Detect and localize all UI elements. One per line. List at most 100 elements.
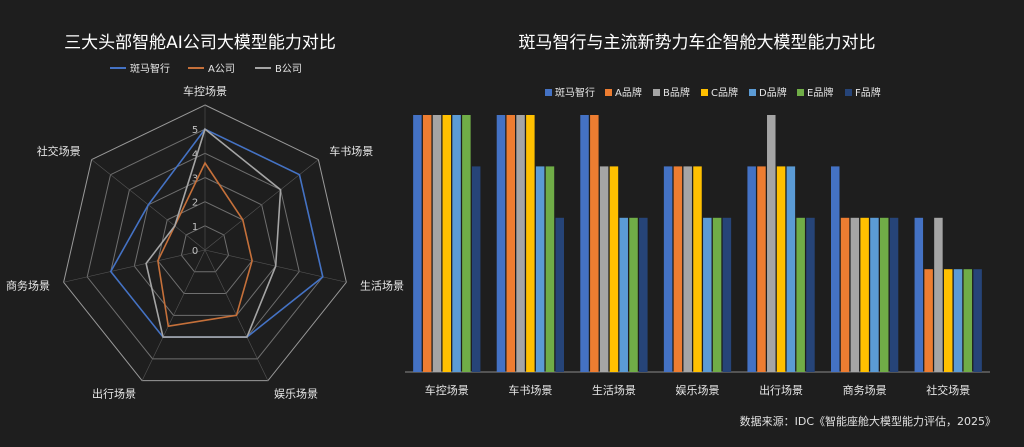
bar-C品牌-车控场景 [442, 115, 452, 372]
bar-E品牌-车控场景 [462, 115, 471, 372]
bar-category-label: 出行场景 [759, 383, 803, 397]
radar-tick-label: 0 [192, 246, 198, 257]
bar-F品牌-商务场景 [889, 217, 899, 372]
bar-legend-swatch [749, 89, 756, 96]
bar-legend-label: D品牌 [759, 86, 787, 99]
bar-E品牌-生活场景 [629, 217, 638, 372]
radar-grid-ring [63, 104, 347, 382]
bar-C品牌-出行场景 [776, 166, 786, 372]
bar-legend-label: B品牌 [663, 86, 690, 99]
bar-F品牌-娱乐场景 [722, 217, 732, 372]
radar-spoke [63, 249, 206, 283]
radar-axis-label: 社交场景 [37, 144, 81, 158]
bar-斑马智行-车书场景 [496, 115, 506, 372]
radar-series-斑马智行 [109, 128, 324, 338]
bar-category-label: 社交场景 [926, 383, 970, 397]
bar-斑马智行-出行场景 [747, 166, 756, 372]
bar-chart-title: 斑马智行与主流新势力车企智舱大模型能力对比 [518, 33, 876, 53]
radar-axis-label: 生活场景 [360, 278, 404, 292]
bar-A品牌-社交场景 [924, 269, 933, 372]
bar-斑马智行-社交场景 [914, 217, 924, 372]
bar-A品牌-车书场景 [506, 115, 516, 372]
bar-A品牌-出行场景 [757, 166, 766, 372]
bar-category-label: 娱乐场景 [676, 383, 720, 397]
bar-B品牌-商务场景 [850, 217, 860, 372]
bar-legend-label: E品牌 [807, 86, 833, 99]
bar-D品牌-车控场景 [452, 115, 461, 372]
radar-tick-label: 4 [192, 149, 198, 160]
radar-spoke [204, 159, 319, 251]
bar-A品牌-生活场景 [590, 115, 599, 372]
bar-B品牌-出行场景 [767, 115, 776, 372]
bar-斑马智行-车控场景 [413, 115, 422, 372]
bar-B品牌-社交场景 [934, 217, 943, 372]
radar-legend-label: B公司 [275, 64, 302, 75]
bar-legend-label: 斑马智行 [555, 86, 595, 99]
bar-D品牌-娱乐场景 [703, 217, 712, 372]
radar-grid-ring [133, 176, 277, 316]
radar-legend-label: 斑马智行 [130, 62, 170, 75]
bar-A品牌-商务场景 [840, 217, 850, 372]
radar-tick-label: 1 [192, 222, 198, 233]
bar-E品牌-娱乐场景 [712, 217, 722, 372]
bar-斑马智行-生活场景 [580, 115, 589, 372]
bar-legend-swatch [797, 89, 804, 96]
radar-chart-title: 三大头部智舱AI公司大模型能力对比 [64, 33, 336, 53]
bar-category-label: 车控场景 [425, 383, 469, 397]
bar-A品牌-娱乐场景 [673, 166, 683, 372]
bar-C品牌-社交场景 [943, 269, 953, 372]
bar-D品牌-生活场景 [619, 217, 628, 372]
radar-axis-label: 出行场景 [92, 386, 136, 400]
radar-axis-label: 娱乐场景 [274, 386, 318, 400]
bar-F品牌-生活场景 [639, 217, 648, 372]
bar-D品牌-社交场景 [953, 269, 963, 372]
bar-斑马智行-娱乐场景 [663, 166, 673, 372]
bar-legend-swatch [605, 89, 612, 96]
radar-axis-label: 车书场景 [329, 144, 373, 158]
bar-category-label: 生活场景 [592, 383, 636, 397]
source-note: 数据来源：IDC《智能座舱大模型能力评估，2025》 [739, 415, 996, 428]
bar-E品牌-出行场景 [796, 217, 805, 372]
bar-F品牌-车书场景 [555, 217, 565, 372]
bar-legend-label: F品牌 [855, 86, 881, 99]
bar-B品牌-车控场景 [432, 115, 442, 372]
radar-legend-label: A公司 [208, 64, 235, 75]
bar-F品牌-社交场景 [973, 269, 982, 372]
bar-C品牌-车书场景 [526, 115, 535, 372]
bar-legend-swatch [653, 89, 660, 96]
bar-F品牌-出行场景 [806, 217, 815, 372]
bar-斑马智行-商务场景 [830, 166, 840, 372]
radar-series-B公司 [145, 127, 282, 338]
bar-legend-label: A品牌 [615, 86, 642, 99]
bar-D品牌-商务场景 [870, 217, 879, 372]
radar-spoke [141, 249, 206, 381]
radar-tick-label: 5 [192, 125, 198, 136]
radar-tick-label: 3 [192, 174, 198, 185]
bar-E品牌-社交场景 [963, 269, 973, 372]
bar-A品牌-车控场景 [422, 115, 432, 372]
radar-grid-ring [180, 225, 230, 273]
radar-tick-label: 2 [192, 198, 198, 209]
radar-axis-label: 商务场景 [6, 278, 50, 292]
bar-E品牌-车书场景 [545, 166, 555, 372]
bar-F品牌-车控场景 [471, 166, 481, 372]
radar-axis-label: 车控场景 [183, 84, 227, 98]
bar-legend-swatch [701, 89, 708, 96]
bar-D品牌-出行场景 [786, 166, 796, 372]
bar-legend-swatch [545, 89, 552, 96]
bar-category-label: 车书场景 [508, 383, 552, 397]
radar-series-A公司 [157, 161, 253, 328]
bar-B品牌-生活场景 [599, 166, 609, 372]
bar-B品牌-车书场景 [516, 115, 525, 372]
bar-legend-label: C品牌 [711, 86, 738, 99]
bar-C品牌-娱乐场景 [693, 166, 702, 372]
bar-C品牌-商务场景 [860, 217, 869, 372]
bar-B品牌-娱乐场景 [683, 166, 692, 372]
bar-chart: 车控场景 车书场景 生活场景 娱乐场景 出行场景 商务场景 社交场景 斑马智行 A品牌 B品牌 C品… [405, 86, 990, 397]
bar-E品牌-商务场景 [879, 217, 889, 372]
bar-D品牌-车书场景 [535, 166, 545, 372]
bar-category-label: 商务场景 [843, 383, 887, 397]
bar-legend-swatch [845, 89, 852, 96]
